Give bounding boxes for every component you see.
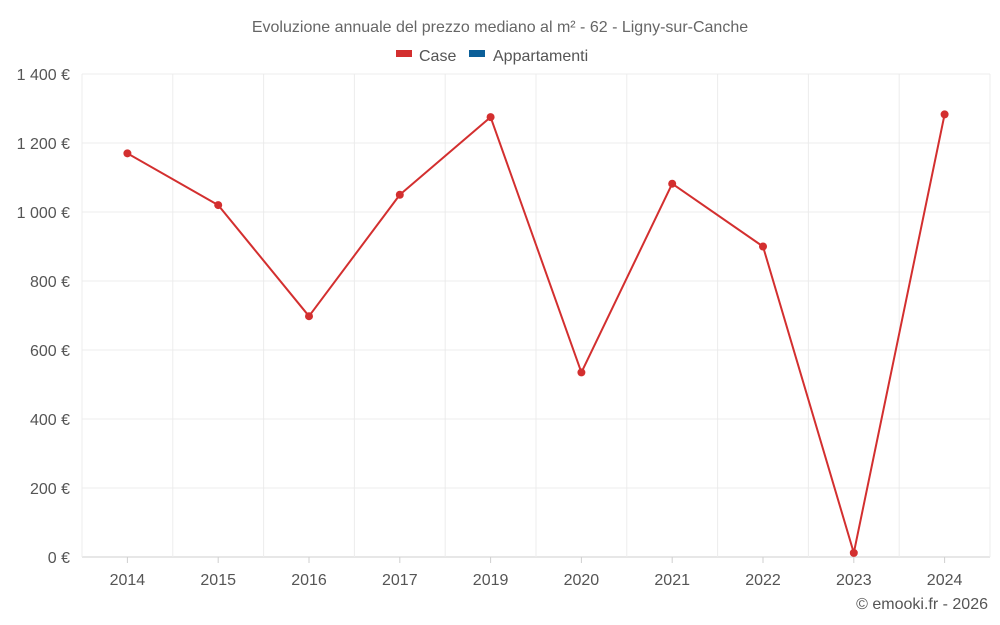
legend-label-case: Case	[419, 48, 456, 65]
x-tick-label: 2020	[564, 572, 600, 589]
y-tick-label: 1 000 €	[17, 205, 70, 222]
axes: 0 € 200 € 400 € 600 € 800 € 1 000 € 1 200 € 1 4…	[17, 67, 963, 589]
data-point[interactable]	[214, 201, 223, 210]
grid	[81, 73, 991, 558]
chart-title: Evoluzione annuale del prezzo mediano al…	[252, 19, 748, 36]
data-point[interactable]	[577, 368, 586, 377]
y-tick-label: 400 €	[30, 412, 70, 429]
legend-swatch-case	[396, 50, 412, 57]
x-tick-label: 2024	[927, 572, 963, 589]
legend: Case Appartamenti	[396, 48, 588, 65]
data-point[interactable]	[486, 113, 495, 122]
x-tick-label: 2015	[200, 572, 236, 589]
x-tick-label: 2014	[110, 572, 146, 589]
data-point[interactable]	[395, 190, 404, 199]
y-tick-label: 200 €	[30, 481, 70, 498]
data-point[interactable]	[940, 110, 949, 119]
legend-label-appartamenti: Appartamenti	[493, 48, 588, 65]
y-tick-label: 800 €	[30, 274, 70, 291]
x-tick-label: 2019	[473, 572, 509, 589]
data-point[interactable]	[759, 242, 767, 251]
data-point[interactable]	[305, 312, 313, 321]
x-tick-label: 2023	[836, 572, 872, 589]
legend-item-case[interactable]: Case	[396, 48, 456, 65]
x-tick-label: 2022	[745, 572, 781, 589]
y-tick-label: 1 200 €	[17, 136, 70, 153]
x-tick-label: 2017	[382, 572, 418, 589]
x-tick-label: 2021	[654, 572, 690, 589]
credit-text: © emooki.fr - 2026	[856, 596, 988, 613]
y-tick-label: 1 400 €	[17, 67, 70, 84]
legend-swatch-appartamenti	[469, 50, 485, 57]
y-tick-label: 0 €	[48, 550, 70, 567]
y-tick-label: 600 €	[30, 343, 70, 360]
x-tick-label: 2016	[291, 572, 327, 589]
legend-item-appartamenti[interactable]: Appartamenti	[469, 48, 588, 65]
data-point[interactable]	[123, 149, 132, 158]
data-point[interactable]	[668, 179, 677, 188]
series-line-case	[126, 114, 946, 554]
series-case	[123, 110, 949, 557]
data-point[interactable]	[849, 548, 858, 557]
